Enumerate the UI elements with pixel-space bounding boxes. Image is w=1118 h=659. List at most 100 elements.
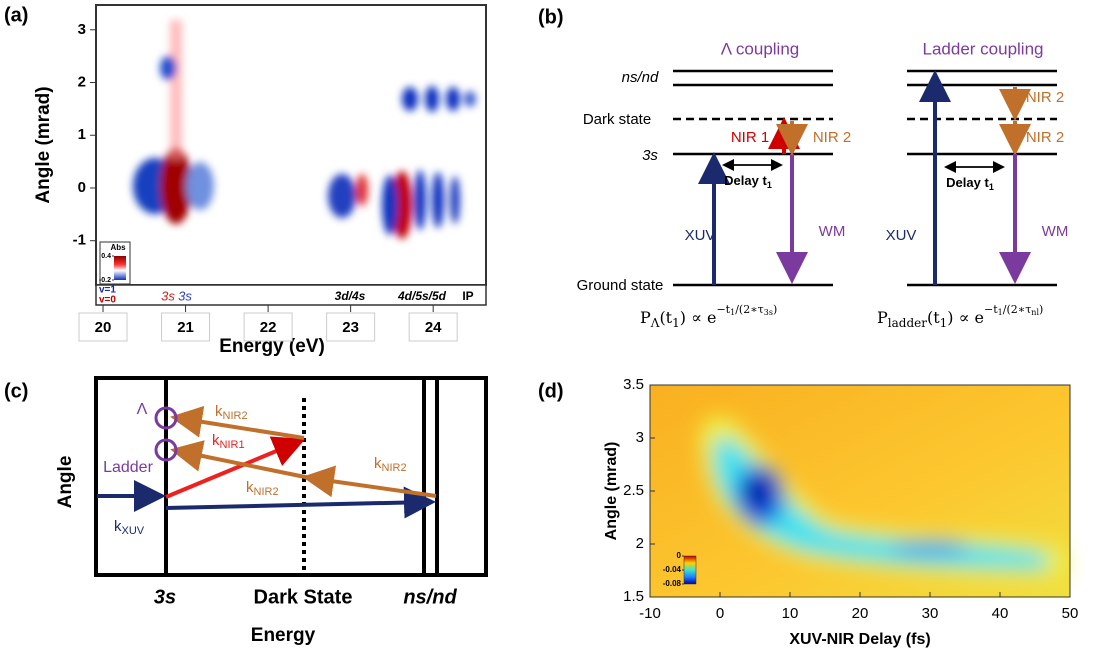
tick-box — [243, 312, 293, 342]
x-tick-label: 24 — [425, 319, 442, 336]
panel-label: (d) — [538, 380, 564, 402]
formula-part: 3s — [764, 308, 773, 317]
circle-marker — [154, 438, 178, 462]
arrow — [165, 486, 436, 519]
delay-text: Delay t — [946, 175, 989, 190]
k-symbol: k — [374, 455, 382, 472]
x-tick-label: 20 — [852, 605, 869, 622]
formula-part: ) ∝ e — [680, 308, 717, 327]
blob — [446, 87, 460, 111]
arrow-label: XUV — [685, 227, 716, 244]
arrow-label: WM — [1042, 223, 1069, 240]
formula-part: 1 — [730, 308, 735, 317]
formula-part: /(2∗τ — [735, 303, 764, 316]
annotation: v=0 — [99, 295, 116, 306]
formula-part: ) — [1039, 303, 1043, 316]
y-tick-label: 2.5 — [623, 482, 644, 499]
k-subscript: NIR2 — [382, 462, 407, 474]
x-axis-label: XUV-NIR Delay (fs) — [789, 631, 930, 648]
delay-arrows — [722, 159, 1005, 173]
heatmap-d — [700, 415, 1065, 577]
y-tick-label: 3 — [78, 21, 86, 38]
tick-box — [161, 312, 211, 342]
colorbar-tick-label: -0.08 — [663, 579, 682, 588]
arrow-label: NIR 2 — [1026, 129, 1064, 146]
annotation: IP — [462, 289, 473, 303]
arrow-label: NIR 2 — [1026, 89, 1064, 106]
transitions — [698, 70, 1031, 285]
y-tick-label: 2 — [78, 73, 86, 90]
blob — [160, 56, 176, 80]
k-symbol: k — [212, 432, 220, 449]
colorbar-tick-label: -0.2 — [99, 277, 111, 284]
y-axis-label: Angle (mrad) — [603, 442, 620, 541]
delay-label: Delay t1 — [946, 175, 994, 192]
annotation-strip — [95, 284, 487, 306]
level-label: Dark state — [583, 111, 651, 128]
k-label: kXUV — [114, 518, 145, 537]
arrow — [170, 405, 305, 440]
circle-marker — [154, 406, 178, 430]
formula-part: nl — [1031, 308, 1039, 317]
y-tick-label: 1 — [78, 126, 86, 143]
y-axis-label: Angle — [55, 456, 76, 509]
plot-frame — [95, 4, 487, 286]
annotation: 3s — [178, 288, 192, 303]
k-symbol: k — [215, 403, 223, 420]
delay-text: Delay t — [724, 173, 767, 188]
k-subscript: NIR2 — [223, 410, 248, 422]
arrow-label: NIR 1 — [731, 129, 769, 146]
arrow-label: WM — [819, 223, 846, 240]
level-label: 3s — [642, 147, 658, 164]
x-tick-label: 0 — [716, 605, 724, 622]
formula-part: 1 — [940, 316, 948, 330]
blob — [890, 540, 970, 556]
y-tick-label: -1 — [73, 232, 86, 249]
blob — [425, 86, 439, 112]
colorbar-tick-label: -0.04 — [663, 565, 682, 574]
x-tick-label: 20 — [95, 319, 112, 336]
state-label: 3s — [154, 586, 176, 608]
colorbar-tick-label: 0 — [677, 551, 682, 560]
blob — [328, 174, 356, 218]
diagram-title: Ladder coupling — [923, 39, 1044, 58]
y-tick-label: 0 — [78, 179, 86, 196]
blob — [464, 91, 476, 107]
formula-part: −t — [984, 303, 998, 316]
x-tick-label: 40 — [992, 605, 1009, 622]
formula-part: −t — [716, 303, 730, 316]
k-subscript: NIR2 — [254, 486, 279, 498]
x-tick-label: 22 — [260, 319, 277, 336]
arrow — [165, 436, 306, 499]
colorbar-tick-label: 0.4 — [101, 253, 111, 260]
blob — [392, 171, 412, 239]
state-label: ns/nd — [403, 586, 457, 608]
colorbar-title: Abs — [110, 243, 126, 252]
colorbar-ticks: 0 -0.04 -0.08 — [663, 551, 684, 588]
tick-box — [408, 312, 458, 342]
formula-part: ) ∝ e — [947, 308, 984, 327]
blob — [713, 436, 1050, 570]
blob — [186, 162, 214, 210]
formula-part: P — [877, 308, 888, 327]
arrow — [302, 465, 437, 498]
panel-label: (b) — [538, 6, 564, 28]
y-tick-label: 3 — [636, 429, 644, 446]
arrow-label: NIR 2 — [813, 129, 851, 146]
x-tick-label: 23 — [342, 319, 359, 336]
blob — [414, 170, 426, 230]
annotation: 3s — [161, 288, 175, 303]
blob — [382, 175, 398, 235]
coupling-label: Λ — [137, 401, 148, 418]
arrow-label: XUV — [886, 227, 917, 244]
k-symbol: k — [246, 479, 254, 496]
blob — [450, 176, 460, 224]
x-tick-label: 50 — [1062, 605, 1079, 622]
axes: -10 0 10 20 30 40 50 1.5 2 2.5 3 3.5 — [623, 376, 1078, 622]
annotation: v=1 — [99, 285, 116, 296]
k-label: kNIR1 — [212, 432, 245, 451]
x-tick-label: 30 — [922, 605, 939, 622]
y-tick-label: 3.5 — [623, 376, 644, 393]
